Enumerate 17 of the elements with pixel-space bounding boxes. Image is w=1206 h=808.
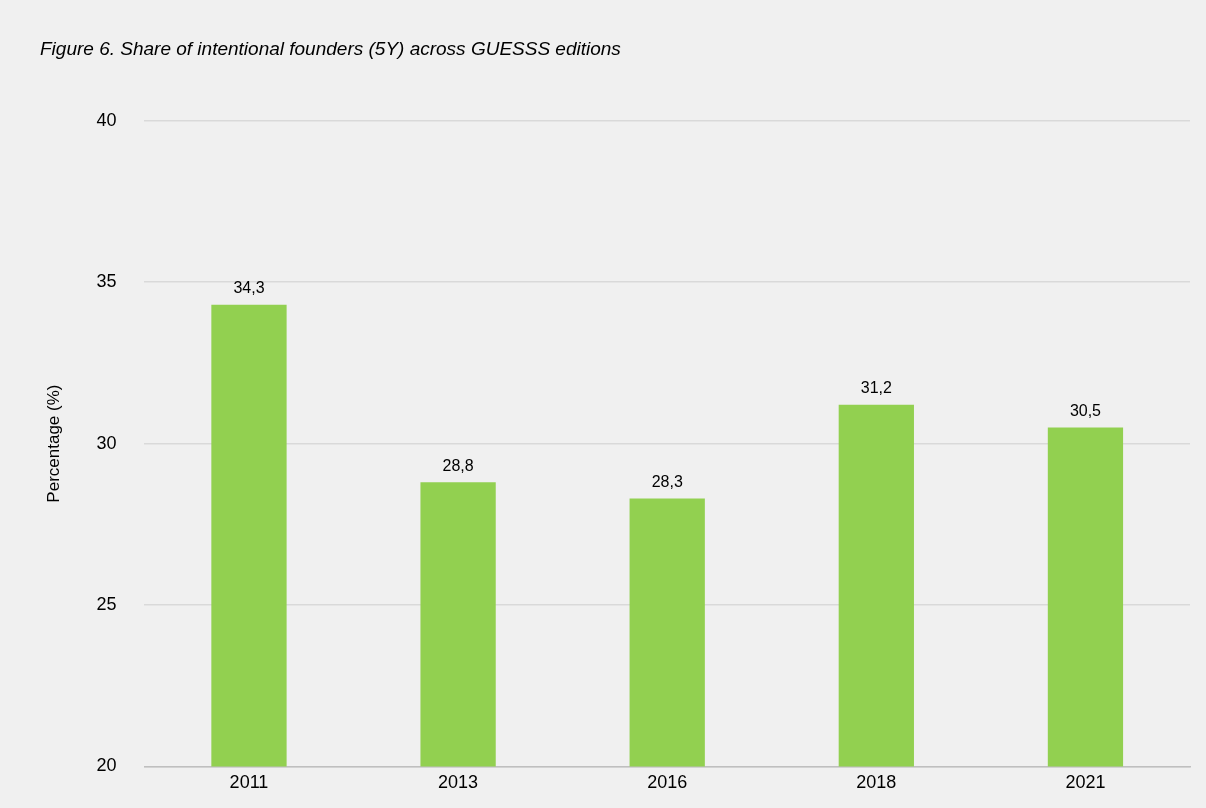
data-label: 28,3 (651, 472, 683, 490)
data-label: 31,2 (860, 379, 892, 397)
y-tick-label: 25 (96, 593, 117, 614)
x-tick-label: 2018 (856, 772, 897, 793)
y-tick-label: 40 (96, 109, 117, 130)
x-tick-label: 2021 (1065, 772, 1106, 793)
y-tick-label: 20 (96, 755, 117, 776)
x-tick-label: 2016 (647, 772, 688, 793)
data-label: 30,5 (1069, 401, 1102, 419)
y-tick-label: 35 (96, 271, 117, 292)
x-tick-label: 2013 (438, 772, 479, 793)
y-tick-label: 30 (96, 432, 117, 453)
x-tick-label: 2011 (229, 772, 269, 793)
chart-title: Figure 6. Share of intentional founders (5Y) across GUESSS editions (40, 37, 622, 59)
y-axis-title: Percentage (%) (43, 384, 63, 503)
data-label: 34,3 (233, 279, 265, 297)
data-label: 28,8 (442, 456, 474, 474)
